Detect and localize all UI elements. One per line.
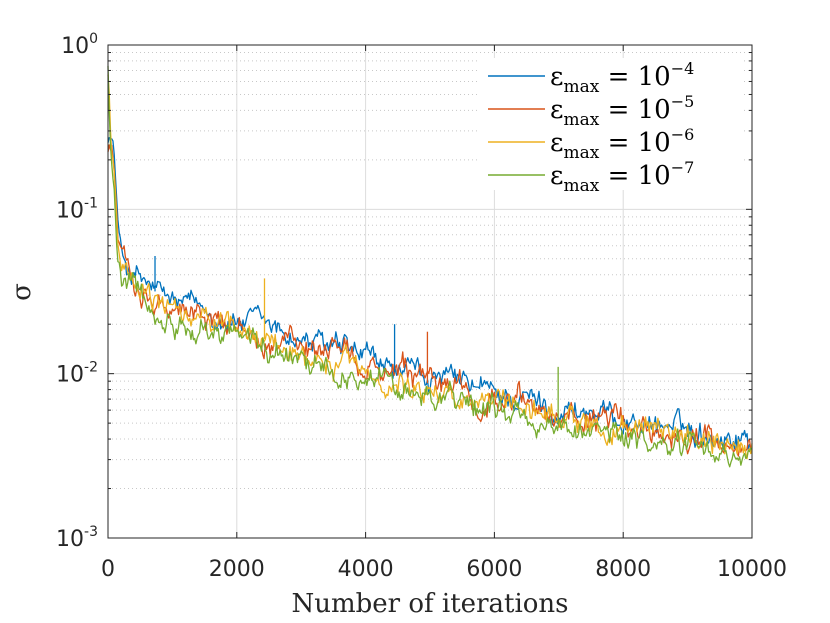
axis-ticks xyxy=(107,44,753,539)
legend-subscript: max xyxy=(563,77,599,97)
legend-equals: = 10 xyxy=(599,128,670,158)
x-tick-labels: 0 2000 4000 6000 8000 10000 xyxy=(101,557,787,582)
series-line xyxy=(107,74,753,460)
y-tick-base: 10 xyxy=(56,363,84,388)
y-tick-base: 10 xyxy=(56,198,84,223)
y-tick-base: 10 xyxy=(56,527,84,552)
legend-symbol: ε xyxy=(550,95,563,125)
legend-superscript: −4 xyxy=(671,59,695,78)
legend-box xyxy=(480,58,742,190)
y-tick-base: 10 xyxy=(61,34,89,59)
y-tick-label: 10-1 xyxy=(56,195,98,223)
y-tick-label: 10-2 xyxy=(56,360,98,388)
legend-subscript: max xyxy=(563,110,599,130)
y-tick-label: 100 xyxy=(61,31,98,59)
y-tick-exponent: 0 xyxy=(89,31,98,47)
series-lines xyxy=(107,65,753,468)
x-tick-label: 4000 xyxy=(338,557,394,582)
y-tick-label: 10-3 xyxy=(56,524,98,552)
plot-frame xyxy=(107,44,753,539)
x-axis-title: Number of iterations xyxy=(292,589,569,619)
x-tick-label: 8000 xyxy=(595,557,651,582)
legend-equals: = 10 xyxy=(599,161,670,191)
legend-label: εmax = 10−7 xyxy=(550,158,694,196)
legend-symbol: ε xyxy=(550,128,563,158)
y-axis-title: σ xyxy=(7,283,37,301)
x-tick-label: 6000 xyxy=(466,557,522,582)
legend-label: εmax = 10−5 xyxy=(550,92,694,130)
legend-label: εmax = 10−6 xyxy=(550,125,694,163)
x-tick-label: 10000 xyxy=(717,557,787,582)
legend-subscript: max xyxy=(563,176,599,196)
legend-symbol: ε xyxy=(550,161,563,191)
legend-superscript: −5 xyxy=(671,92,695,111)
y-tick-exponent: -3 xyxy=(84,524,98,540)
legend-superscript: −7 xyxy=(671,158,695,177)
legend-subscript: max xyxy=(563,143,599,163)
y-tick-exponent: -1 xyxy=(84,195,98,211)
legend-equals: = 10 xyxy=(599,62,670,92)
legend-equals: = 10 xyxy=(599,95,670,125)
legend-symbol: ε xyxy=(550,62,563,92)
legend-superscript: −6 xyxy=(671,125,695,144)
legend-label: εmax = 10−4 xyxy=(550,59,694,97)
x-tick-label: 0 xyxy=(101,557,115,582)
y-tick-exponent: -2 xyxy=(84,360,98,376)
series-line xyxy=(107,65,753,468)
x-tick-label: 2000 xyxy=(209,557,265,582)
